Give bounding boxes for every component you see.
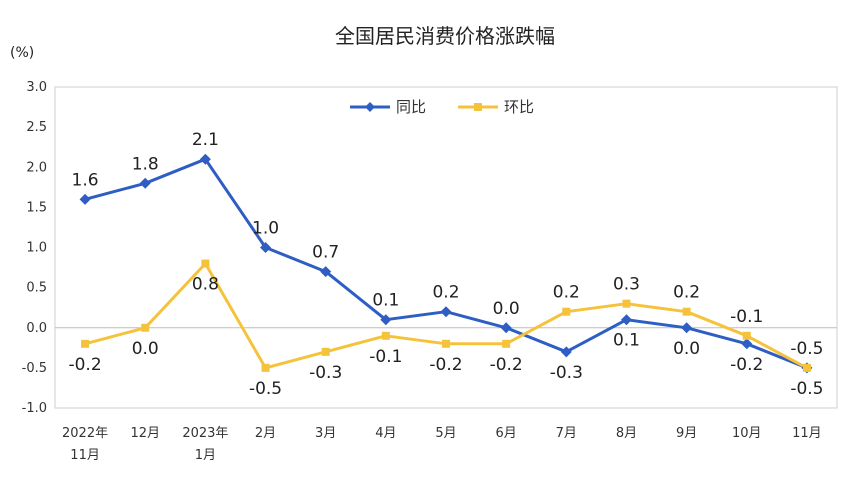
- x-tick-label: 1月: [195, 448, 216, 463]
- data-label: 0.0: [493, 299, 520, 319]
- data-point: [261, 363, 270, 372]
- data-label: 0.0: [673, 339, 700, 359]
- x-axis-ticks: 2022年 11月 12月 2023年 1月 2月 3月 4月 5月 6月 7月 8月 9月 10月 11月: [62, 426, 822, 463]
- data-label: -0.1: [730, 307, 763, 327]
- x-tick-label: 7月: [556, 426, 577, 441]
- y-tick-label: 2.5: [26, 120, 47, 135]
- data-point: [741, 338, 753, 350]
- data-point: [502, 339, 511, 348]
- y-axis-ticks: 3.0 2.5 2.0 1.5 1.0 0.5 0.0 -0.5 -1.0: [22, 80, 47, 416]
- data-point: [79, 193, 91, 205]
- x-tick-label: 2月: [255, 426, 276, 441]
- y-tick-label: 0.0: [26, 321, 47, 336]
- data-point: [81, 339, 90, 348]
- series-line: [84, 157, 808, 370]
- data-label: -0.3: [550, 363, 583, 383]
- legend-label: 同比: [396, 98, 426, 116]
- data-label: -0.2: [490, 355, 523, 375]
- data-label: 0.7: [312, 243, 339, 263]
- data-label: 1.8: [132, 154, 159, 174]
- data-point: [321, 347, 330, 356]
- x-tick-label: 2023年: [182, 426, 228, 441]
- data-label: 0.1: [613, 331, 640, 351]
- x-tick-label: 4月: [375, 426, 396, 441]
- data-point: [381, 331, 390, 340]
- data-point: [681, 322, 693, 334]
- y-tick-label: -1.0: [22, 401, 47, 416]
- y-tick-label: 2.0: [26, 160, 47, 175]
- x-tick-label: 11月: [70, 448, 100, 463]
- legend-square-marker: [474, 103, 482, 111]
- y-tick-label: -0.5: [22, 361, 47, 376]
- series-lines: [84, 157, 808, 370]
- data-label: 0.3: [613, 275, 640, 295]
- data-point: [201, 259, 210, 268]
- data-label: -0.3: [309, 363, 342, 383]
- data-point: [742, 331, 751, 340]
- data-point: [260, 242, 272, 253]
- data-point: [620, 314, 632, 326]
- y-tick-label: 0.5: [26, 281, 47, 296]
- data-point: [199, 153, 211, 165]
- data-label: 0.2: [432, 283, 459, 303]
- data-point: [380, 314, 392, 326]
- plot-area-frame: [54, 86, 838, 409]
- data-labels: 1.6 1.8 2.1 1.0 0.7 0.1 0.2 0.0 -0.3 0.1 0.0 -0.2 -0…: [68, 130, 823, 399]
- data-point: [500, 322, 512, 334]
- data-label: -0.1: [369, 347, 402, 367]
- data-point: [682, 307, 691, 316]
- data-label: -0.5: [249, 379, 282, 399]
- data-point: [802, 363, 811, 372]
- data-point: [442, 339, 450, 348]
- data-point: [440, 306, 452, 318]
- chart-title: 全国居民消费价格涨跌幅: [335, 24, 555, 48]
- y-axis-unit: (%): [10, 45, 34, 61]
- data-label: 0.2: [673, 283, 700, 303]
- data-label: 1.6: [72, 170, 99, 190]
- x-tick-label: 8月: [616, 426, 637, 441]
- data-label: 0.8: [192, 275, 219, 295]
- data-point: [141, 323, 150, 332]
- x-tick-label: 3月: [315, 426, 336, 441]
- y-tick-label: 1.0: [26, 241, 47, 256]
- data-point: [560, 346, 572, 358]
- x-tick-label: 5月: [435, 426, 456, 441]
- data-label: -0.5: [790, 379, 823, 399]
- data-point: [622, 299, 631, 308]
- data-point: [139, 177, 151, 189]
- x-tick-label: 10月: [732, 426, 762, 441]
- data-label: 1.0: [252, 219, 279, 239]
- data-label: 2.1: [192, 130, 219, 150]
- y-tick-label: 1.5: [26, 200, 47, 215]
- data-label: -0.2: [429, 355, 462, 375]
- data-label: -0.5: [790, 339, 823, 359]
- data-label: 0.0: [132, 339, 159, 359]
- x-tick-label: 6月: [496, 426, 517, 441]
- series-markers: [79, 153, 813, 374]
- y-tick-label: 3.0: [26, 80, 47, 95]
- data-label: 0.2: [553, 283, 580, 303]
- x-tick-label: 11月: [792, 426, 822, 441]
- data-label: 0.1: [372, 291, 399, 311]
- data-label: -0.2: [68, 355, 101, 375]
- legend: 同比 环比: [350, 98, 534, 116]
- x-tick-label: 2022年: [62, 426, 108, 441]
- legend-diamond-marker: [365, 102, 375, 112]
- legend-label: 环比: [504, 98, 534, 116]
- x-tick-label: 9月: [676, 426, 697, 441]
- x-tick-label: 12月: [130, 426, 160, 441]
- data-point: [320, 266, 332, 278]
- data-label: -0.2: [730, 355, 763, 375]
- data-point: [562, 307, 571, 316]
